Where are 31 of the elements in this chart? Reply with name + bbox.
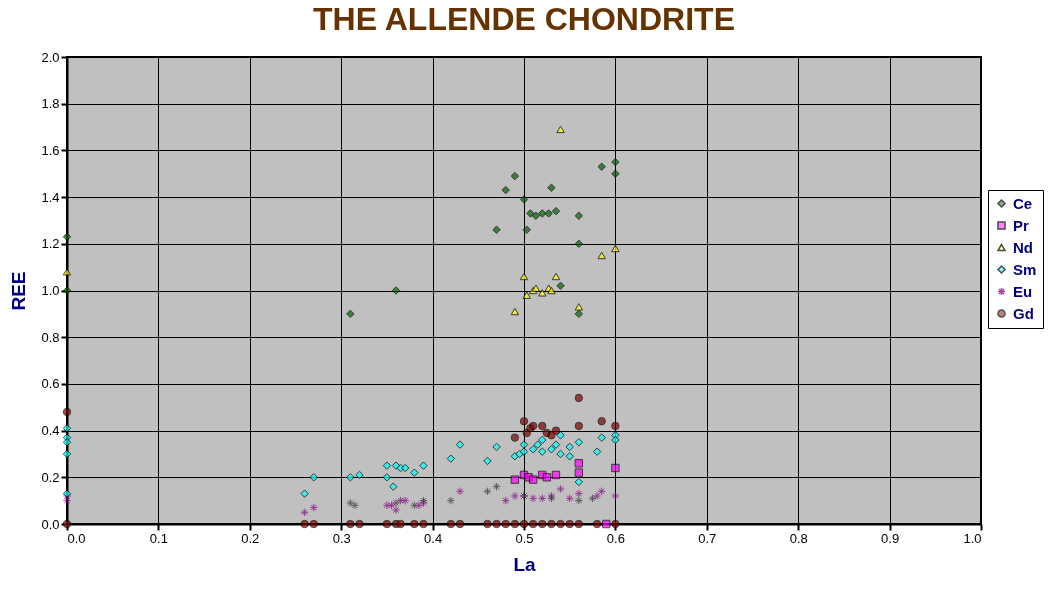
x-tick-label: 0.0	[67, 530, 86, 546]
y-tick-label: 1.0	[41, 283, 60, 298]
x-tick-label: 0.5	[515, 530, 534, 546]
y-tick-label: 1.8	[41, 96, 60, 112]
x-tick-label: 0.8	[789, 530, 808, 546]
y-tick-label: 0.4	[41, 423, 60, 439]
legend-label: Nd	[1013, 238, 1033, 256]
x-tick-label: 0.3	[332, 530, 351, 546]
legend-label: Gd	[1013, 304, 1034, 322]
x-tick-label: 0.7	[698, 530, 717, 546]
y-tick-label: 0.8	[41, 329, 60, 345]
y-tick-label: 1.4	[41, 189, 60, 205]
x-tick-label: 0.4	[424, 530, 443, 546]
y-tick-label: 0.2	[41, 469, 60, 485]
x-tick-label: 0.9	[881, 530, 900, 546]
legend-label: Eu	[1013, 282, 1033, 300]
x-tick-label: 1.0	[963, 530, 982, 546]
y-axis-title: REE	[8, 271, 30, 311]
y-tick-label: 0.6	[41, 376, 60, 392]
legend-label: Sm	[1013, 260, 1037, 278]
legend-label: Ce	[1013, 194, 1033, 212]
x-tick-label: 0.2	[241, 530, 260, 546]
x-tick-label: 0.6	[606, 530, 625, 546]
y-tick-label: 0.0	[41, 516, 60, 532]
y-tick-label: 1.2	[41, 236, 60, 252]
legend-label: Pr	[1013, 216, 1029, 234]
y-tick-label: 2.0	[41, 49, 60, 65]
y-tick-label: 1.6	[41, 142, 60, 158]
x-tick-label: 0.1	[149, 530, 168, 546]
x-axis-title: La	[513, 553, 537, 575]
chart-title: THE ALLENDE CHONDRITE	[313, 1, 735, 37]
